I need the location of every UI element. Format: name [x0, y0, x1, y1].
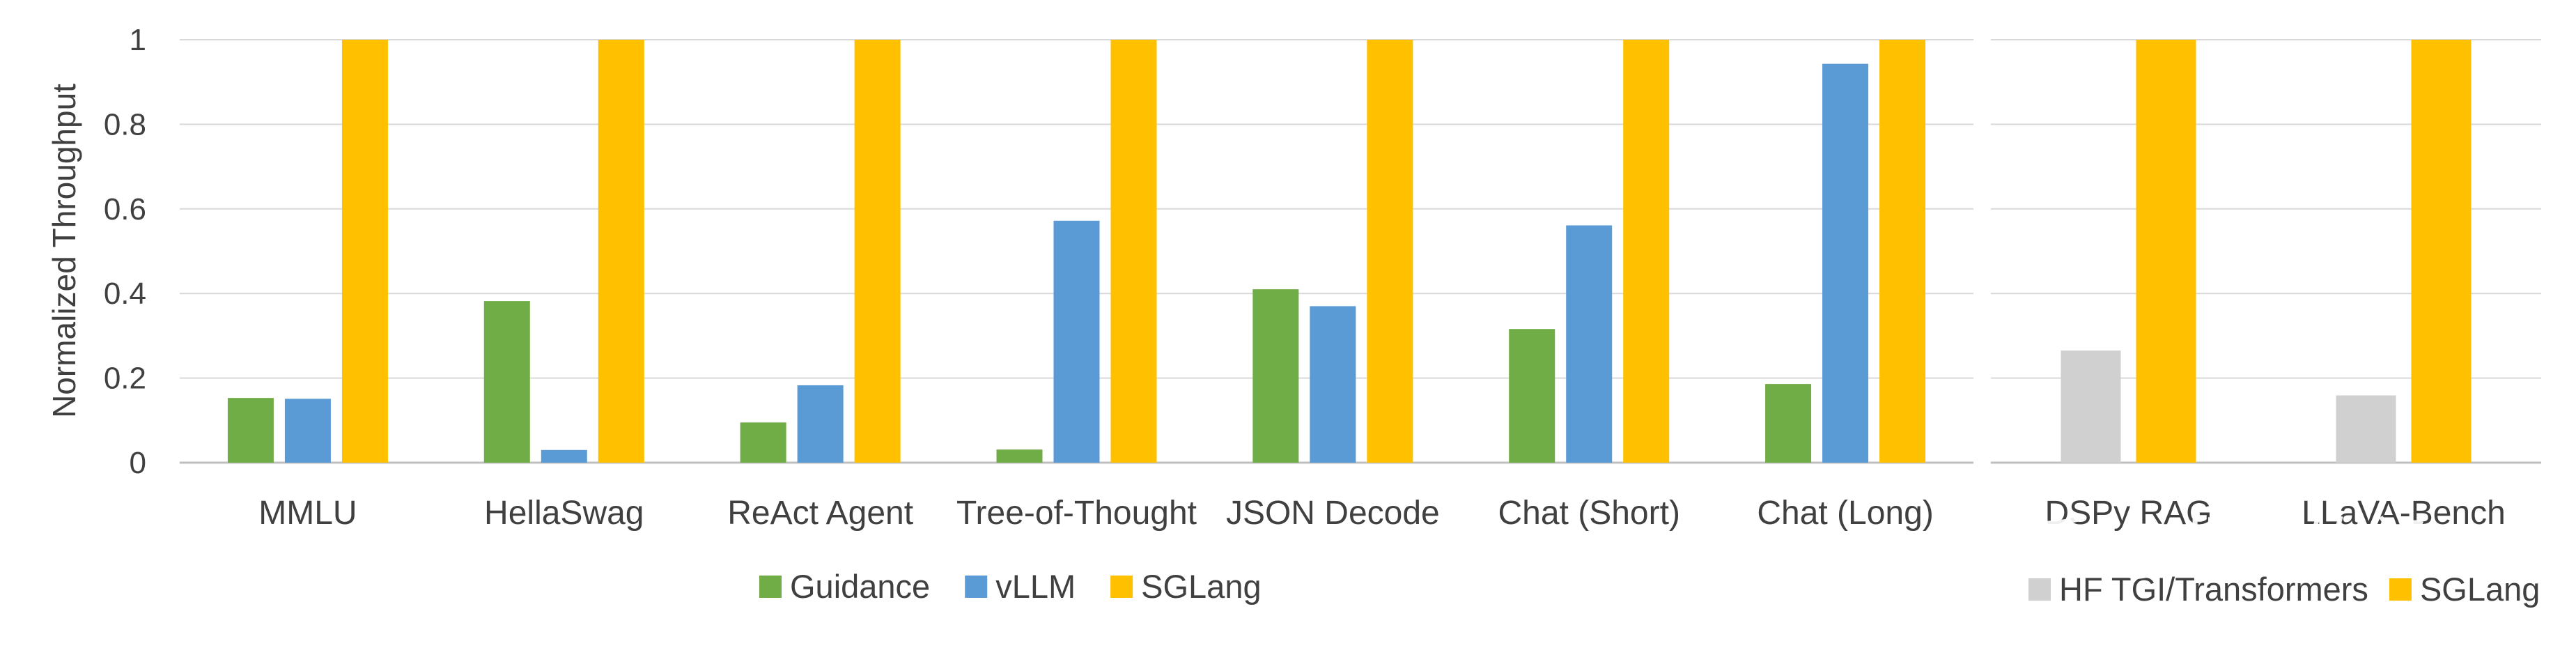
- legend: HF TGI/Transformers SGLang: [2028, 571, 2540, 608]
- bar-guidance-mmlu: [227, 398, 274, 463]
- bar-sglang-tree-of-thought: [1110, 40, 1157, 463]
- legend-label-sglang: SGLang: [1141, 568, 1261, 605]
- legend-swatch-vllm: [965, 576, 988, 598]
- bar-sglang-chat-short: [1623, 40, 1670, 463]
- y-tick-label: 0.6: [104, 192, 146, 226]
- bar-sglang-hellaswag: [598, 40, 644, 463]
- category-labels: DSPy RAG LLaVA-Bench: [2044, 495, 2505, 532]
- category-label: Tree-of-Thought: [956, 495, 1197, 532]
- bar-sglang-dspy-rag: [2136, 40, 2196, 463]
- y-tick-label: 0.8: [104, 107, 146, 141]
- bar-hf-tgi-transformers-dspy-rag: [2061, 350, 2121, 463]
- category-labels: MMLU HellaSwag ReAct Agent Tree-of-Thought J…: [258, 495, 1934, 532]
- category-label: DSPy RAG: [2044, 495, 2212, 532]
- bar-vllm-mmlu: [284, 399, 331, 463]
- y-tick-labels: 0 0.2 0.4 0.6 0.8 1: [104, 23, 146, 480]
- bars: [227, 40, 1926, 463]
- bar-vllm-hellaswag: [541, 449, 587, 463]
- bar-guidance-json-decode: [1252, 289, 1299, 463]
- bar-vllm-json-decode: [1310, 306, 1356, 463]
- bar-vllm-chat-short: [1566, 225, 1613, 463]
- category-label: LLaVA-Bench: [2302, 495, 2506, 532]
- legend-label-guidance: Guidance: [790, 568, 930, 605]
- bar-guidance-tree-of-thought: [996, 449, 1043, 463]
- y-tick-label: 0.2: [104, 362, 146, 396]
- y-tick-label: 0: [130, 446, 146, 480]
- bar-vllm-react-agent: [797, 385, 844, 463]
- legend-swatch-sglang: [1110, 576, 1133, 598]
- legend-swatch-sglang: [2389, 578, 2412, 601]
- bar-sglang-llava-bench: [2411, 40, 2472, 463]
- bar-sglang-json-decode: [1367, 40, 1413, 463]
- chart-secondary: DSPy RAG LLaVA-Bench HF TGI/Transformers S…: [1991, 39, 2541, 608]
- bar-vllm-chat-long: [1822, 63, 1869, 463]
- watermark: 知乎 @北方的郎: [1961, 513, 2428, 584]
- legend-swatch-hf-tgi-transformers: [2028, 578, 2051, 601]
- y-tick-label: 0.4: [104, 277, 146, 311]
- category-label: MMLU: [258, 495, 357, 532]
- legend-label-sglang: SGLang: [2420, 571, 2540, 608]
- bar-sglang-mmlu: [341, 40, 388, 463]
- category-label: Chat (Long): [1757, 495, 1933, 532]
- legend: Guidance vLLM SGLang: [759, 568, 1262, 605]
- bar-vllm-tree-of-thought: [1053, 220, 1100, 463]
- y-axis-label: Normalized Throughput: [46, 84, 82, 418]
- bar-sglang-react-agent: [854, 40, 901, 463]
- bar-guidance-chat-long: [1765, 384, 1812, 463]
- bar-hf-tgi-transformers-llava-bench: [2336, 395, 2396, 463]
- bar-sglang-chat-long: [1879, 40, 1926, 463]
- chart-main: 0 0.2 0.4 0.6 0.8 1 MMLU HellaSwag ReAct Agent T…: [46, 23, 1973, 605]
- category-label: ReAct Agent: [727, 495, 913, 532]
- legend-label-vllm: vLLM: [995, 568, 1076, 605]
- bars: [2061, 40, 2472, 463]
- bar-guidance-react-agent: [740, 422, 786, 463]
- category-label: Chat (Short): [1498, 495, 1680, 532]
- bar-guidance-chat-short: [1509, 329, 1555, 463]
- legend-swatch-guidance: [759, 576, 782, 598]
- category-label: JSON Decode: [1226, 495, 1440, 532]
- legend-label-hf-tgi-transformers: HF TGI/Transformers: [2059, 571, 2368, 608]
- y-tick-label: 1: [130, 23, 146, 57]
- bar-guidance-hellaswag: [483, 301, 530, 463]
- category-label: HellaSwag: [484, 495, 644, 532]
